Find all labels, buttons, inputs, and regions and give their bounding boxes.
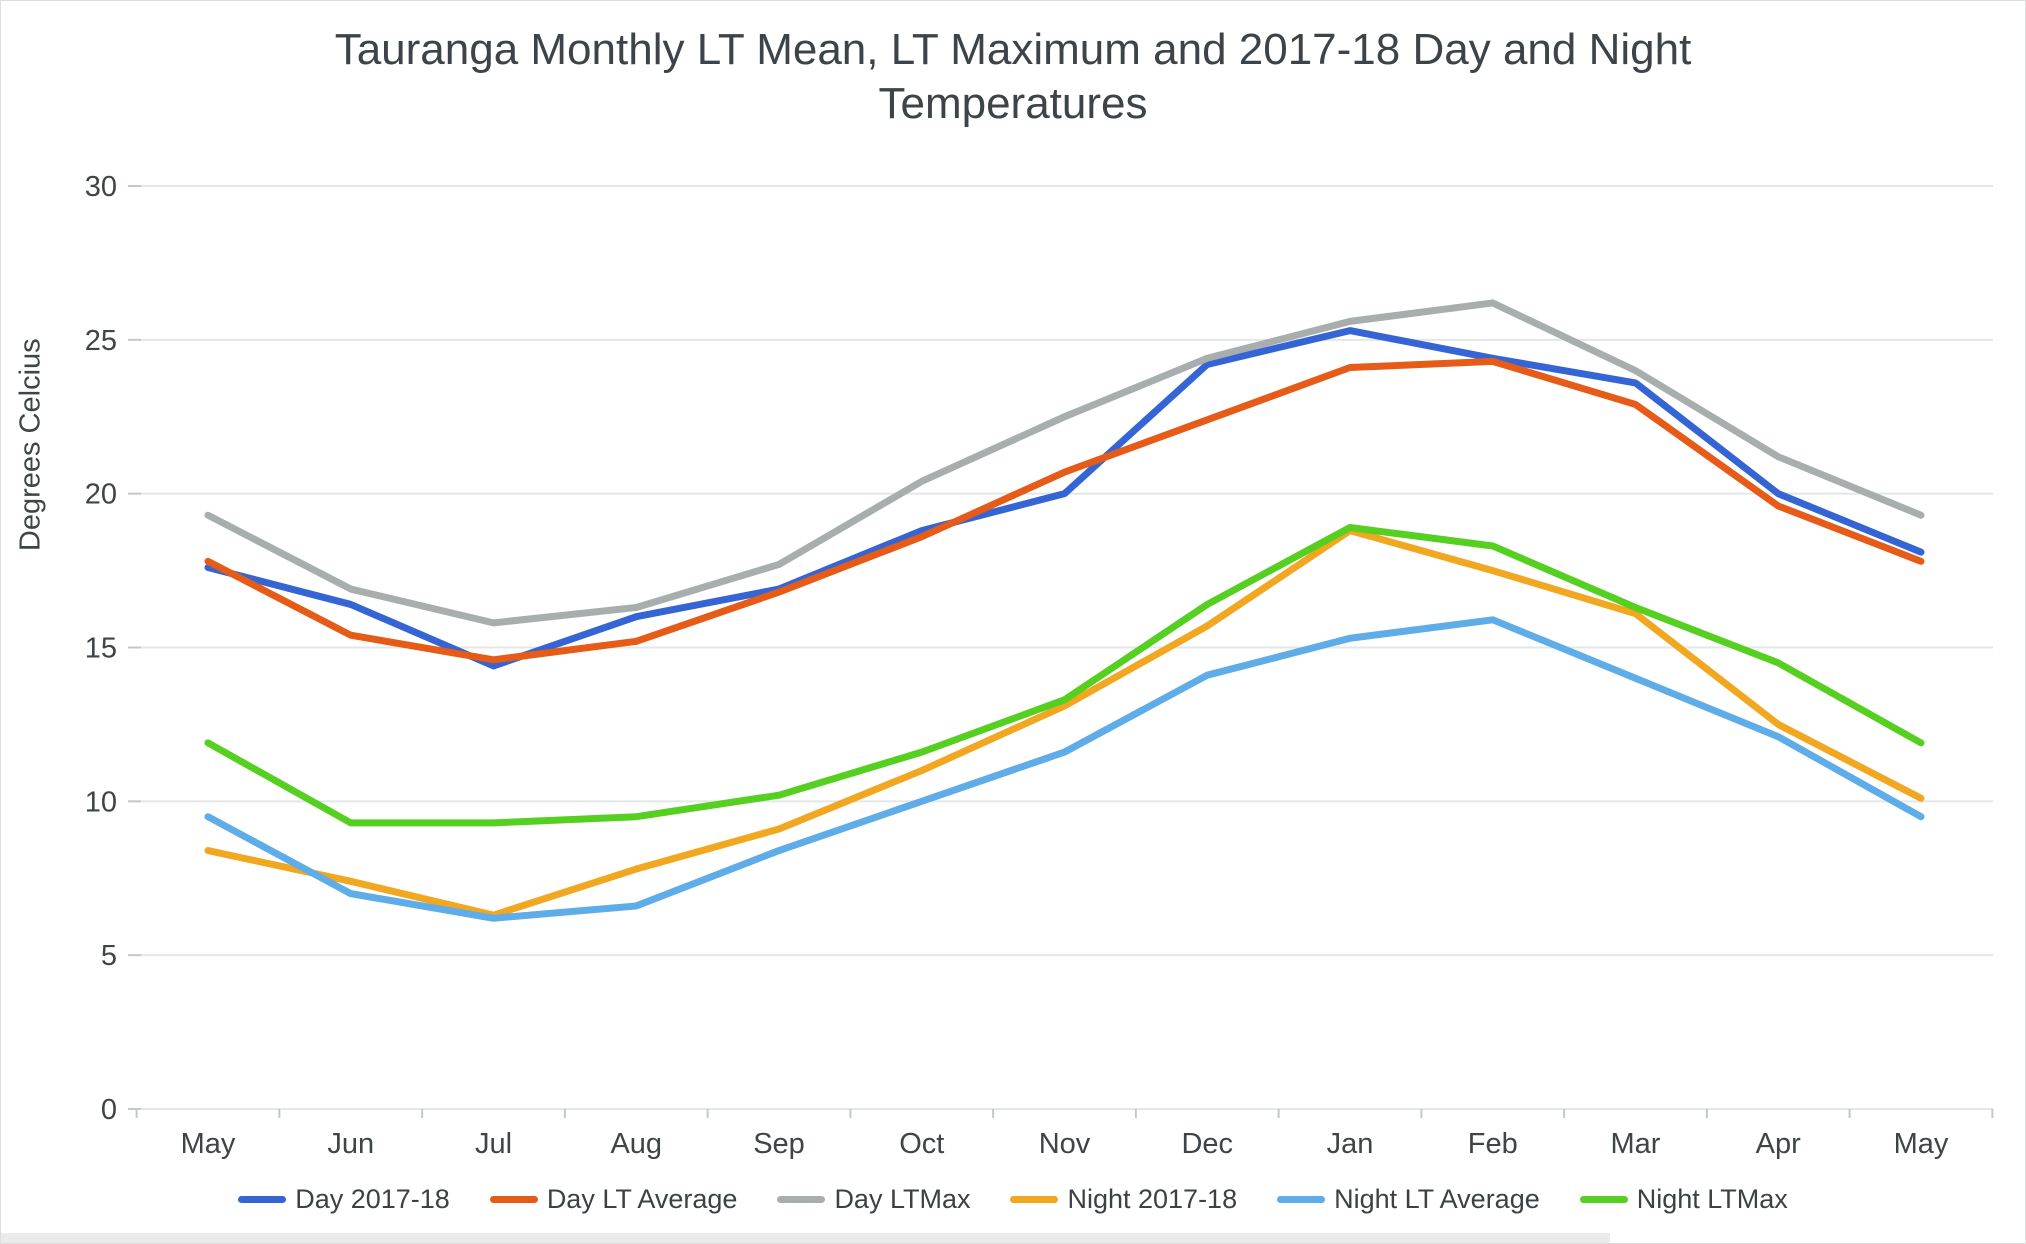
y-tick-label: 10 xyxy=(85,786,117,818)
legend-item-day-lt-average: Day LT Average xyxy=(489,1184,738,1215)
series-line-night-lt-average xyxy=(204,616,1925,922)
x-tick-label: Apr xyxy=(1756,1128,1801,1160)
y-tick-label: 15 xyxy=(85,633,117,665)
legend-item-night-2017-18: Night 2017-18 xyxy=(1010,1184,1237,1215)
legend-line-swatch xyxy=(489,1196,538,1203)
x-tick-label: Jul xyxy=(475,1128,512,1160)
x-tick-label: Mar xyxy=(1611,1128,1661,1160)
legend-line-swatch xyxy=(1579,1196,1628,1203)
legend-line-swatch xyxy=(777,1196,826,1203)
legend-item-night-ltmax: Night LTMax xyxy=(1579,1184,1788,1215)
series-line-day-2017-18 xyxy=(204,327,1925,670)
x-tick-label: Nov xyxy=(1039,1128,1091,1160)
y-tick-label: 25 xyxy=(85,325,117,357)
series-line-day-lt-average xyxy=(204,357,1925,664)
legend-label: Day LT Average xyxy=(546,1184,738,1214)
chart-title: Tauranga Monthly LT Mean, LT Maximum and… xyxy=(1,23,2025,131)
x-tick-label: Dec xyxy=(1181,1128,1233,1160)
y-tick-label: 0 xyxy=(101,1094,117,1126)
x-tick-label: Feb xyxy=(1468,1128,1518,1160)
x-tick-label: May xyxy=(1894,1128,1949,1160)
bottom-scroll-strip xyxy=(1,1233,1611,1243)
legend-line-swatch xyxy=(1010,1196,1059,1203)
legend-line-swatch xyxy=(238,1196,287,1203)
chart-title-line1: Tauranga Monthly LT Mean, LT Maximum and… xyxy=(334,25,1692,74)
chart-legend: Day 2017-18 Day LT Average Day LTMax Night … xyxy=(1,1184,2025,1215)
legend-label: Night LT Average xyxy=(1334,1184,1540,1214)
series-line-night-2017-18 xyxy=(204,527,1925,919)
legend-item-day-2017-18: Day 2017-18 xyxy=(238,1184,450,1215)
y-tick-label: 30 xyxy=(85,171,117,203)
legend-label: Night 2017-18 xyxy=(1067,1184,1238,1214)
x-tick-label: Aug xyxy=(610,1128,662,1160)
x-tick-label: Oct xyxy=(899,1128,944,1160)
y-tick-label: 5 xyxy=(101,940,117,972)
legend-label: Day 2017-18 xyxy=(295,1184,450,1214)
legend-label: Day LTMax xyxy=(834,1184,971,1214)
legend-label: Night LTMax xyxy=(1636,1184,1788,1214)
legend-item-night-lt-average: Night LT Average xyxy=(1277,1184,1540,1215)
chart-title-line2: Temperatures xyxy=(878,79,1148,128)
x-tick-label: Sep xyxy=(753,1128,805,1160)
legend-line-swatch xyxy=(1277,1196,1326,1203)
series-line-day-ltmax xyxy=(204,299,1925,627)
x-tick-label: May xyxy=(181,1128,236,1160)
y-tick-label: 20 xyxy=(85,479,117,511)
x-tick-label: Jan xyxy=(1327,1128,1374,1160)
x-tick-label: Jun xyxy=(327,1128,374,1160)
series-line-night-ltmax xyxy=(204,524,1925,827)
legend-item-day-ltmax: Day LTMax xyxy=(777,1184,970,1215)
